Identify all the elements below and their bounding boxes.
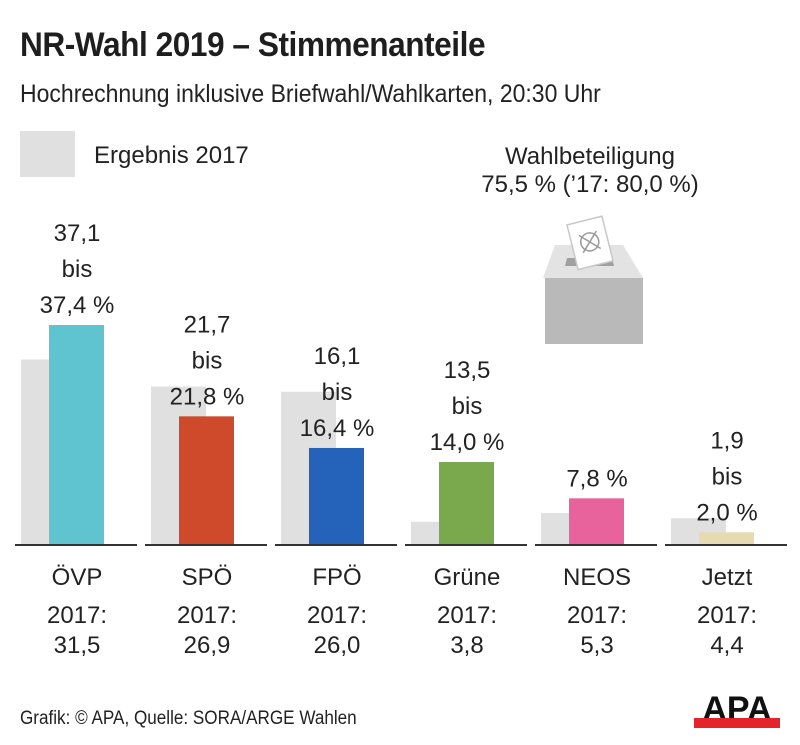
bar-2019-grüne <box>439 462 494 544</box>
data-label-övp: 37,1 <box>54 220 101 247</box>
data-label-övp: bis <box>62 256 93 283</box>
data-label-jetzt: 2,0 % <box>696 499 757 526</box>
prev-year-label: 2017: <box>567 602 627 629</box>
data-label-grüne: 14,0 % <box>430 429 505 456</box>
bar-2019-jetzt <box>699 532 754 544</box>
apa-logo-bar <box>694 718 780 728</box>
apa-logo: APA <box>694 690 780 728</box>
prev-year-label: 2017: <box>697 602 757 629</box>
turnout-label: Wahlbeteiligung <box>505 143 675 170</box>
prev-year-value-övp: 31,5 <box>54 632 101 659</box>
data-label-övp: 37,4 % <box>40 292 115 319</box>
bar-2019-övp <box>49 325 104 544</box>
prev-year-value-spö: 26,9 <box>184 632 231 659</box>
data-label-spö: bis <box>192 347 223 374</box>
prev-year-value-grüne: 3,8 <box>450 632 483 659</box>
turnout-block: Wahlbeteiligung 75,5 % (’17: 80,0 %) <box>440 143 740 199</box>
data-label-jetzt: 1,9 <box>710 427 743 454</box>
category-label-neos: NEOS <box>563 564 631 591</box>
bar-2019-spö <box>179 416 234 544</box>
prev-year-label: 2017: <box>47 602 107 629</box>
bar-2019-neos <box>569 498 624 544</box>
source-credit: Grafik: © APA, Quelle: SORA/ARGE Wahlen <box>20 708 357 729</box>
prev-year-label: 2017: <box>307 602 367 629</box>
data-label-grüne: 13,5 <box>444 357 491 384</box>
prev-year-value-neos: 5,3 <box>580 632 613 659</box>
data-label-fpö: 16,4 % <box>300 415 375 442</box>
data-label-spö: 21,7 <box>184 311 231 338</box>
prev-year-value-fpö: 26,0 <box>314 632 361 659</box>
bar-2019-fpö <box>309 447 364 544</box>
legend-label-2017: Ergebnis 2017 <box>94 142 249 169</box>
data-label-neos: 7,8 % <box>566 465 627 492</box>
category-label-övp: ÖVP <box>52 564 103 591</box>
data-label-grüne: bis <box>452 393 483 420</box>
chart-subtitle: Hochrechnung inklusive Briefwahl/Wahlkar… <box>20 80 601 108</box>
legend-swatch-2017 <box>20 131 75 177</box>
prev-year-label: 2017: <box>177 602 237 629</box>
data-label-fpö: 16,1 <box>314 343 361 370</box>
turnout-value: 75,5 % (’17: 80,0 %) <box>481 171 699 198</box>
category-label-grüne: Grüne <box>434 564 501 591</box>
category-label-spö: SPÖ <box>182 564 233 591</box>
prev-year-value-jetzt: 4,4 <box>710 632 743 659</box>
data-label-jetzt: bis <box>712 463 743 490</box>
category-label-jetzt: Jetzt <box>702 564 753 591</box>
ballot-box-icon <box>543 215 643 344</box>
category-label-fpö: FPÖ <box>312 564 361 591</box>
prev-year-label: 2017: <box>437 602 497 629</box>
chart-title: NR-Wahl 2019 – Stimmenanteile <box>20 26 486 64</box>
data-label-fpö: bis <box>322 379 353 406</box>
data-label-spö: 21,8 % <box>170 383 245 410</box>
